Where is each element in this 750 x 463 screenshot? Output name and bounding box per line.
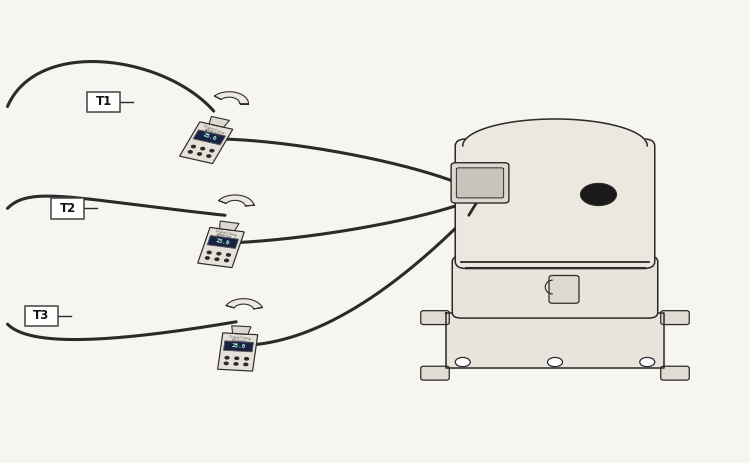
Circle shape [235,357,238,359]
FancyBboxPatch shape [549,275,579,303]
Circle shape [207,251,212,254]
Polygon shape [217,333,258,371]
FancyBboxPatch shape [455,139,655,269]
Polygon shape [446,313,664,368]
FancyBboxPatch shape [51,198,84,219]
FancyBboxPatch shape [456,168,504,198]
Circle shape [225,259,229,262]
Circle shape [191,145,195,148]
Polygon shape [226,299,262,309]
Text: AMMETER: AMMETER [231,338,248,344]
Text: 25.0: 25.0 [202,132,217,142]
Polygon shape [179,122,232,163]
Text: Digital Clamp: Digital Clamp [229,335,251,341]
Circle shape [226,254,230,256]
Circle shape [188,150,192,153]
FancyBboxPatch shape [25,306,58,326]
Polygon shape [194,130,226,145]
Text: AMMETER: AMMETER [216,233,233,241]
Polygon shape [207,236,238,249]
Circle shape [640,357,655,367]
Circle shape [234,363,238,365]
Text: 23.0: 23.0 [215,238,230,246]
Polygon shape [224,341,254,352]
Text: 25.0: 25.0 [231,343,246,350]
Circle shape [198,153,202,155]
Polygon shape [220,221,239,231]
Text: T3: T3 [33,309,50,322]
FancyBboxPatch shape [452,163,509,203]
FancyBboxPatch shape [452,256,658,318]
Polygon shape [198,227,244,268]
Circle shape [455,357,470,367]
Text: AMMETER: AMMETER [204,128,220,138]
Circle shape [244,363,248,366]
Polygon shape [209,116,230,127]
Circle shape [201,147,205,150]
Text: Digital Clamp: Digital Clamp [203,124,225,135]
Circle shape [206,257,209,259]
Circle shape [244,357,248,360]
Circle shape [224,362,228,364]
Circle shape [207,155,211,157]
FancyBboxPatch shape [421,311,449,325]
Polygon shape [219,195,254,206]
Text: T1: T1 [95,95,112,108]
FancyBboxPatch shape [661,366,689,380]
Circle shape [548,357,562,367]
Circle shape [580,183,616,206]
Text: T2: T2 [59,202,76,215]
Circle shape [210,150,214,152]
FancyBboxPatch shape [421,366,449,380]
Polygon shape [214,92,248,104]
Text: Digital Clamp: Digital Clamp [214,230,237,238]
Circle shape [215,258,219,260]
Polygon shape [232,326,251,334]
FancyBboxPatch shape [87,92,120,112]
Circle shape [225,357,229,359]
Circle shape [217,252,220,255]
FancyBboxPatch shape [661,311,689,325]
